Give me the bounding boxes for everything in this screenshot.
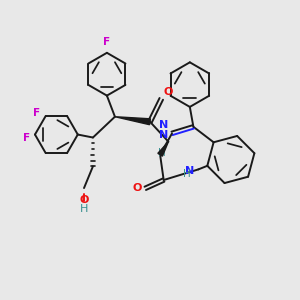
Polygon shape [115, 117, 150, 125]
Text: H: H [80, 203, 88, 214]
Text: H: H [158, 148, 166, 158]
Text: F: F [33, 108, 40, 118]
Text: N: N [159, 120, 168, 130]
Text: O: O [79, 195, 89, 205]
Text: O: O [164, 86, 173, 97]
Text: F: F [22, 133, 30, 142]
Text: N: N [159, 130, 168, 140]
Text: O: O [132, 183, 142, 193]
Text: H: H [183, 169, 191, 178]
Text: N: N [185, 166, 194, 176]
Polygon shape [158, 142, 168, 156]
Text: F: F [103, 38, 110, 47]
